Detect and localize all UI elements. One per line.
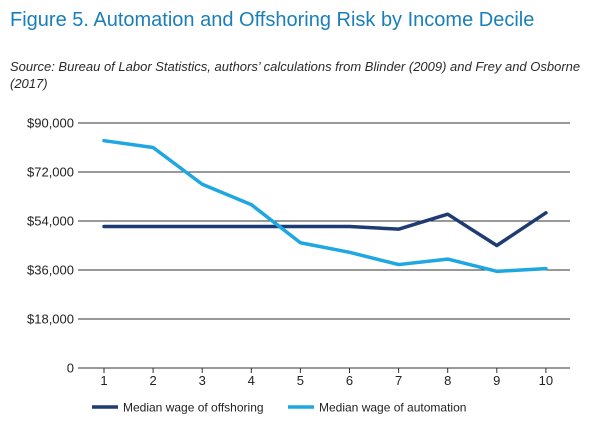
legend-label: Median wage of offshoring [123, 401, 264, 415]
series-line-offshoring [102, 211, 548, 248]
x-tick-label: 7 [395, 373, 402, 388]
y-tick-label: $18,000 [27, 312, 74, 327]
x-tick-label: 2 [149, 373, 156, 388]
axis-layer: 0 $18,000 $36,000 $54,000 $72,000 $90,000 1 2 3 4… [27, 116, 553, 389]
x-tick-label: 5 [297, 373, 304, 388]
grid-layer [78, 122, 570, 369]
x-tick-label: 6 [346, 373, 353, 388]
y-tick-label: $72,000 [27, 165, 74, 180]
legend-label: Median wage of automation [319, 401, 466, 415]
y-tick-label: 0 [67, 361, 74, 376]
y-tick-label: $36,000 [27, 263, 74, 278]
x-tick-label: 8 [444, 373, 451, 388]
x-tick-label: 4 [248, 373, 255, 388]
y-tick-label: $54,000 [27, 214, 74, 229]
x-tick-label: 9 [493, 373, 500, 388]
chart-title: Figure 5. Automation and Offshoring Risk… [10, 9, 535, 31]
chart-subtitle: Source: Bureau of Labor Statistics, auth… [10, 59, 581, 91]
x-tick-label: 1 [100, 373, 107, 388]
x-tick-label: 10 [539, 373, 553, 388]
y-tick-label: $90,000 [27, 116, 74, 131]
series-line-automation [102, 138, 548, 274]
legend: Median wage of offshoring Median wage of … [92, 401, 466, 415]
series-layer [102, 138, 548, 274]
x-tick-label: 3 [199, 373, 206, 388]
